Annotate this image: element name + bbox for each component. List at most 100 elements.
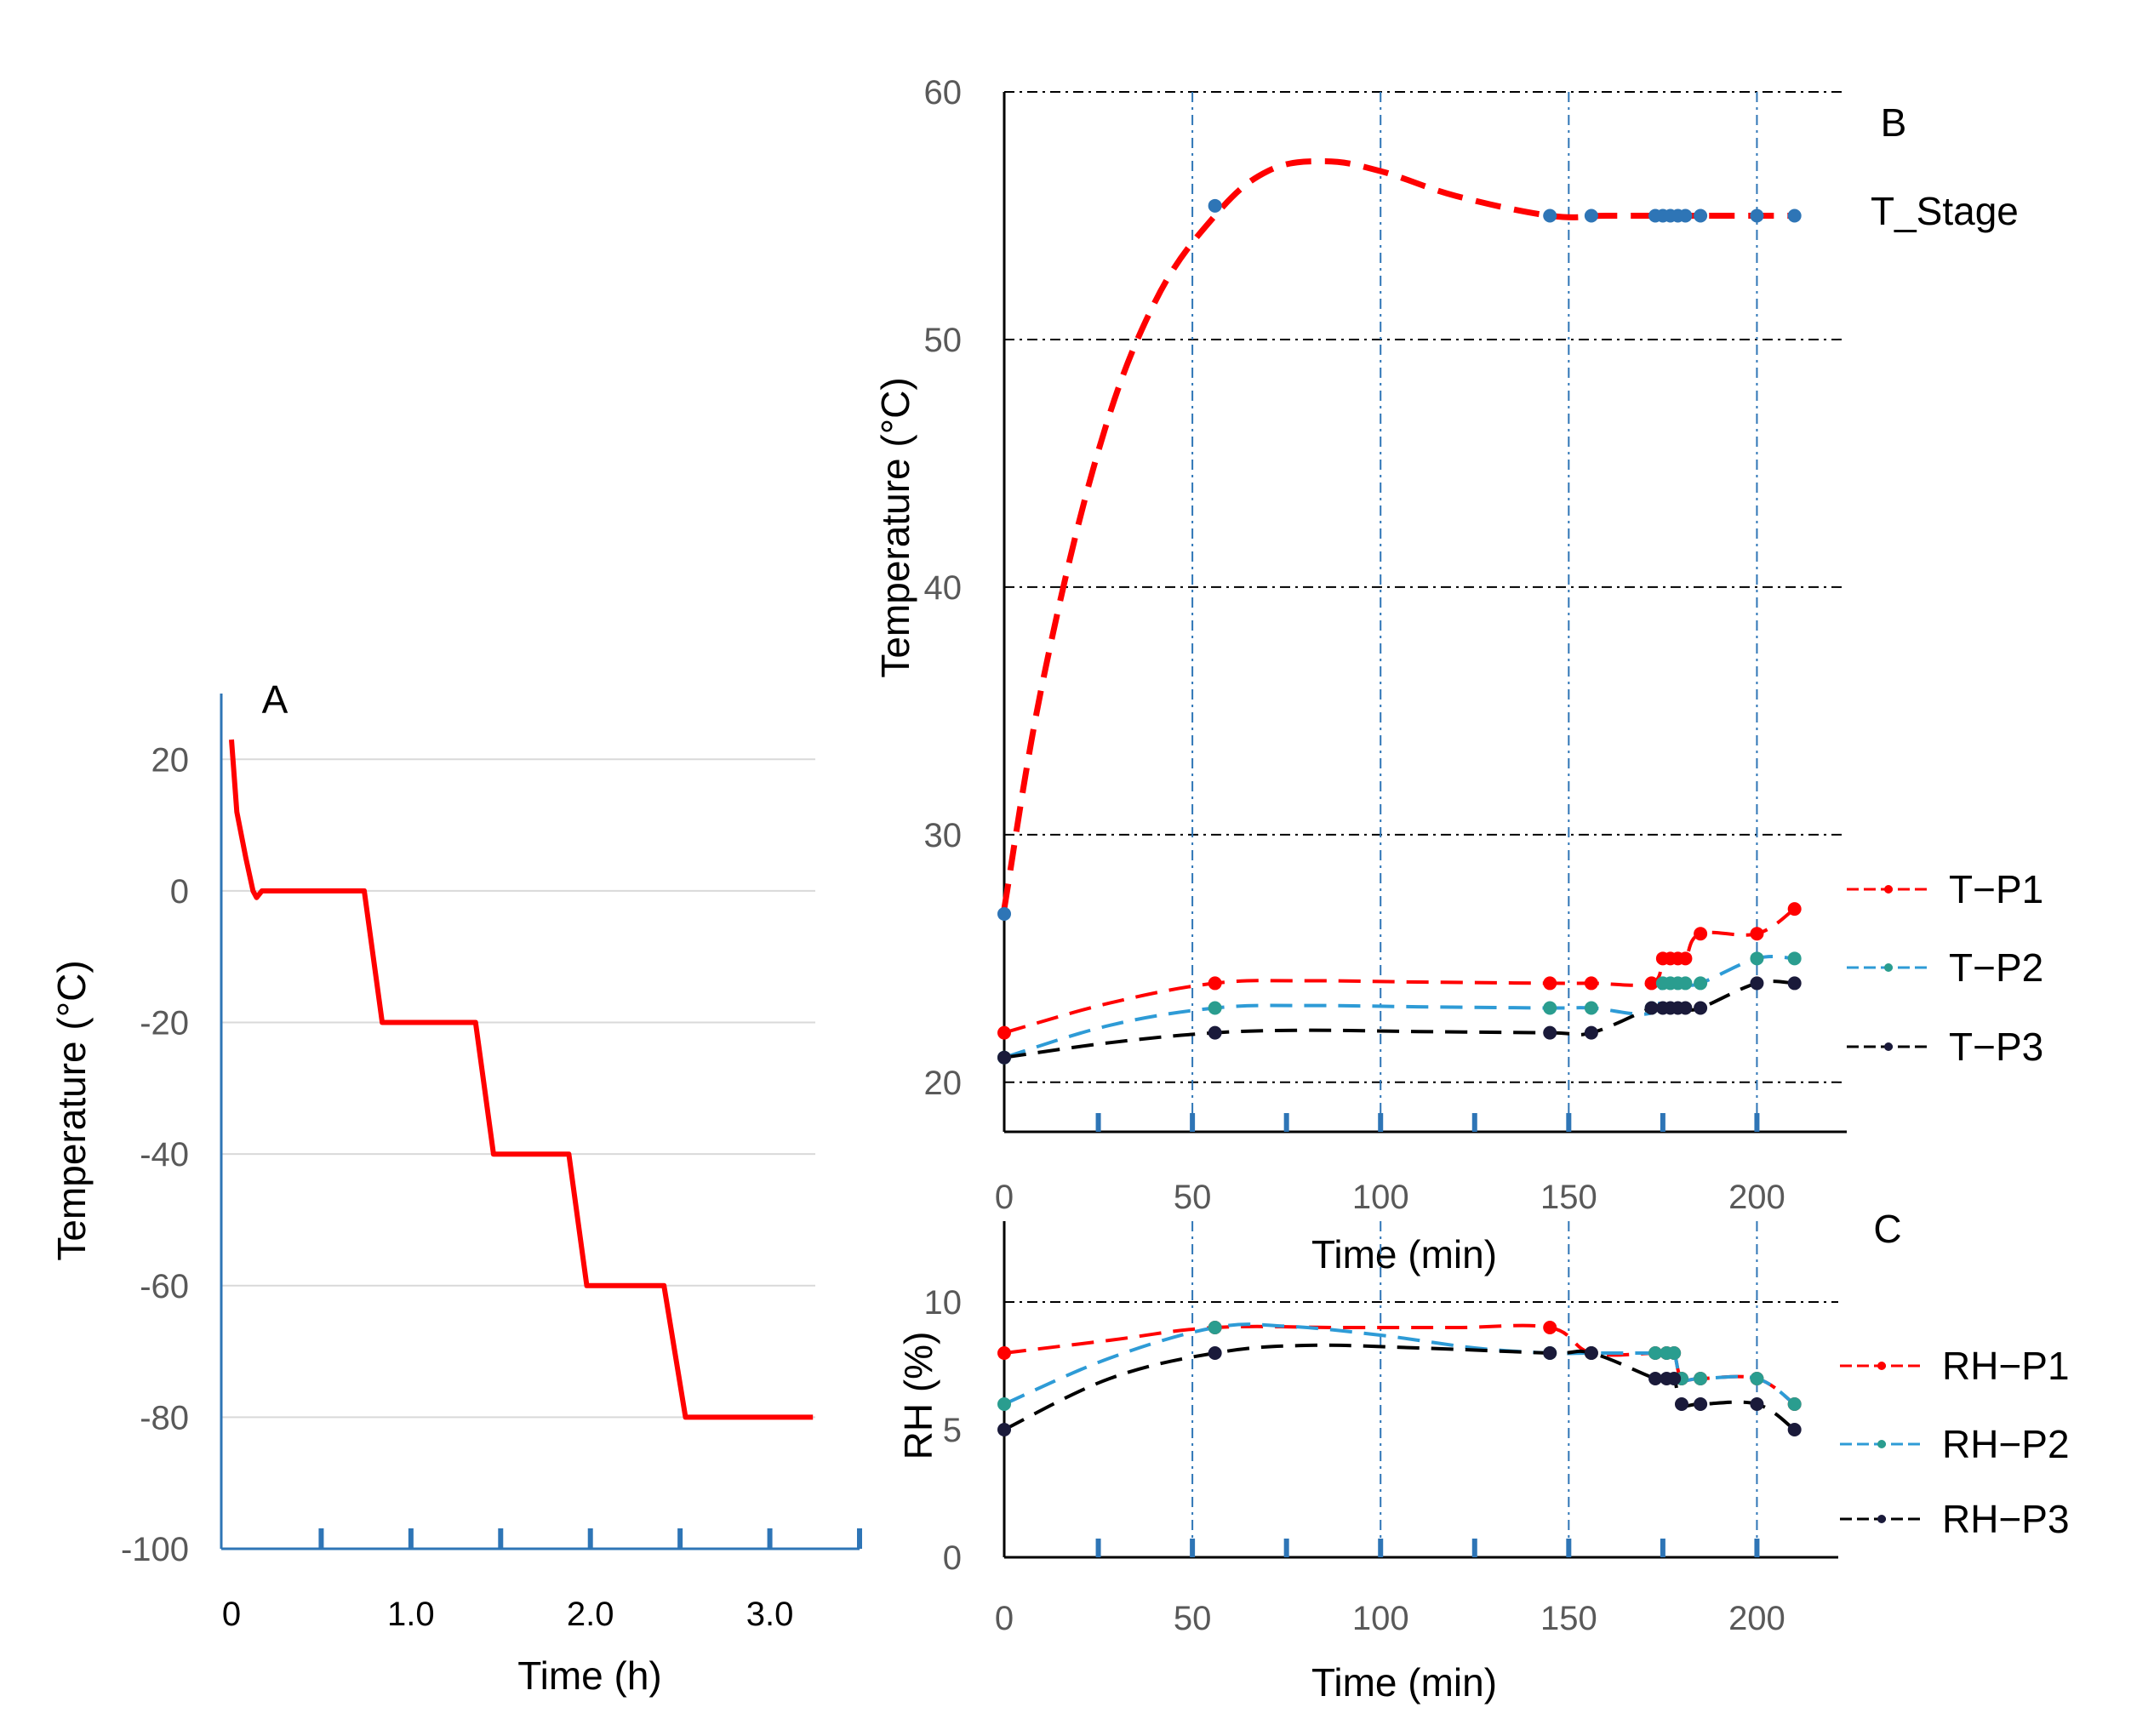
b-data-point [1543, 1025, 1557, 1040]
c-x-tick-label: 0 [995, 1600, 1014, 1637]
b-x-tick-label: 200 [1728, 1179, 1785, 1216]
c-legend-label: RH−P1 [1942, 1344, 2070, 1388]
c-data-point [1667, 1346, 1682, 1360]
b-data-point [1750, 976, 1764, 991]
b-y-tick-label: 50 [924, 322, 963, 359]
b-data-point [1694, 927, 1708, 941]
b-data-point [1208, 976, 1222, 991]
c-data-point [997, 1397, 1011, 1411]
b-data-point [1787, 902, 1802, 917]
c-data-point [997, 1346, 1011, 1360]
c-legend-swatch-marker [1877, 1362, 1886, 1370]
a-y-axis-title: Temperature (°C) [49, 960, 94, 1260]
c-data-point [1543, 1346, 1557, 1360]
c-data-point [1648, 1346, 1663, 1360]
b-data-point [1584, 208, 1598, 223]
c-x-tick-label: 100 [1352, 1600, 1409, 1637]
b-data-point [1694, 208, 1708, 223]
c-legend: RH−P1 RH−P2 RH−P3 [1840, 1344, 2070, 1541]
a-series-line [229, 739, 814, 1420]
b-data-point [1750, 208, 1764, 223]
c-data-point [1787, 1423, 1802, 1436]
a-x-tick-label: 0 [222, 1596, 241, 1633]
b-y-axis-title: Temperature (°C) [873, 377, 917, 677]
b-legend-label: T−P2 [1949, 945, 2043, 990]
b-data-point [1543, 1001, 1557, 1015]
b-legend-swatch-marker [1884, 885, 1893, 894]
c-data-point [1787, 1397, 1802, 1411]
panel-b: 20 30 40 50 60 0 50 100 150 200 Time (min) Temperat… [873, 74, 2043, 1276]
b-y-tick-label: 60 [924, 74, 963, 111]
b-data-point [1644, 1001, 1659, 1015]
a-x-tick-label: 2.0 [567, 1596, 614, 1633]
b-data-point [1678, 976, 1693, 991]
c-data-point [1208, 1346, 1222, 1360]
b-x-axis-title: Time (min) [1311, 1232, 1497, 1276]
b-x-tick-label: 150 [1540, 1179, 1597, 1216]
c-x-tick-label: 200 [1728, 1600, 1785, 1637]
b-data-point [1694, 976, 1708, 991]
b-data-point [1678, 1001, 1693, 1015]
a-y-tick-label: -100 [121, 1531, 189, 1568]
c-data-point [1584, 1346, 1598, 1360]
b-legend-swatch-marker [1884, 963, 1893, 972]
c-data-point [1648, 1372, 1663, 1385]
b-data-point [1543, 208, 1557, 223]
a-y-tick-label: 20 [151, 741, 190, 779]
b-data-point [1678, 951, 1693, 966]
a-panel-label: A [262, 677, 289, 722]
b-x-tick-label: 0 [995, 1179, 1014, 1216]
a-x-axis-title: Time (h) [517, 1653, 662, 1698]
c-data-point [1694, 1397, 1708, 1411]
b-data-point [1787, 208, 1802, 223]
b-data-point [1787, 951, 1802, 966]
b-x-tick-label: 100 [1352, 1179, 1409, 1216]
c-legend-label: RH−P2 [1942, 1422, 2070, 1466]
b-data-point [1678, 208, 1693, 223]
b-data-point [1584, 976, 1598, 991]
b-data-point [1584, 1001, 1598, 1015]
c-x-tick-label: 150 [1540, 1600, 1597, 1637]
c-y-tick-label: 0 [943, 1539, 962, 1577]
a-y-tick-label: 0 [170, 873, 189, 911]
c-data-point [997, 1423, 1011, 1436]
b-legend-label: T−P3 [1949, 1025, 2043, 1069]
b-y-tick-label: 40 [924, 569, 963, 607]
b-data-point [997, 906, 1011, 921]
b-data-point [1694, 1001, 1708, 1015]
c-data-point [1543, 1321, 1557, 1334]
b-legend: T_Stage T−P1 T−P2 T−P3 [1847, 189, 2043, 1069]
b-series-line [1001, 157, 1795, 910]
c-legend-swatch-marker [1877, 1515, 1886, 1523]
b-x-tick-label: 50 [1174, 1179, 1212, 1216]
b-data-point [1787, 976, 1802, 991]
b-data-point [1750, 927, 1764, 941]
c-panel-label: C [1873, 1207, 1901, 1251]
b-data-point [1208, 1025, 1222, 1040]
b-data-point [1543, 976, 1557, 991]
b-y-tick-label: 30 [924, 817, 963, 854]
a-y-tick-label: -20 [140, 1005, 189, 1042]
b-data-point [1208, 198, 1222, 213]
a-y-tick-label: -40 [140, 1136, 189, 1174]
a-y-tick-label: -60 [140, 1268, 189, 1305]
c-data-point [1667, 1372, 1682, 1385]
c-legend-swatch-marker [1877, 1440, 1886, 1448]
c-y-tick-label: 10 [924, 1284, 963, 1322]
c-data-point [1694, 1372, 1708, 1385]
b-data-point [1750, 951, 1764, 966]
b-series-line [1003, 907, 1796, 1035]
a-x-tick-label: 3.0 [746, 1596, 794, 1633]
c-data-point [1750, 1397, 1764, 1411]
b-data-point [1644, 976, 1659, 991]
c-data-point [1675, 1397, 1688, 1411]
b-y-tick-label: 20 [924, 1065, 963, 1102]
c-x-tick-label: 50 [1174, 1600, 1212, 1637]
c-legend-label: RH−P3 [1942, 1497, 2070, 1541]
c-y-axis-title: RH (%) [896, 1332, 940, 1460]
c-series-line [1003, 1343, 1796, 1431]
c-x-axis-title: Time (min) [1311, 1660, 1497, 1705]
c-y-tick-label: 5 [943, 1412, 962, 1449]
